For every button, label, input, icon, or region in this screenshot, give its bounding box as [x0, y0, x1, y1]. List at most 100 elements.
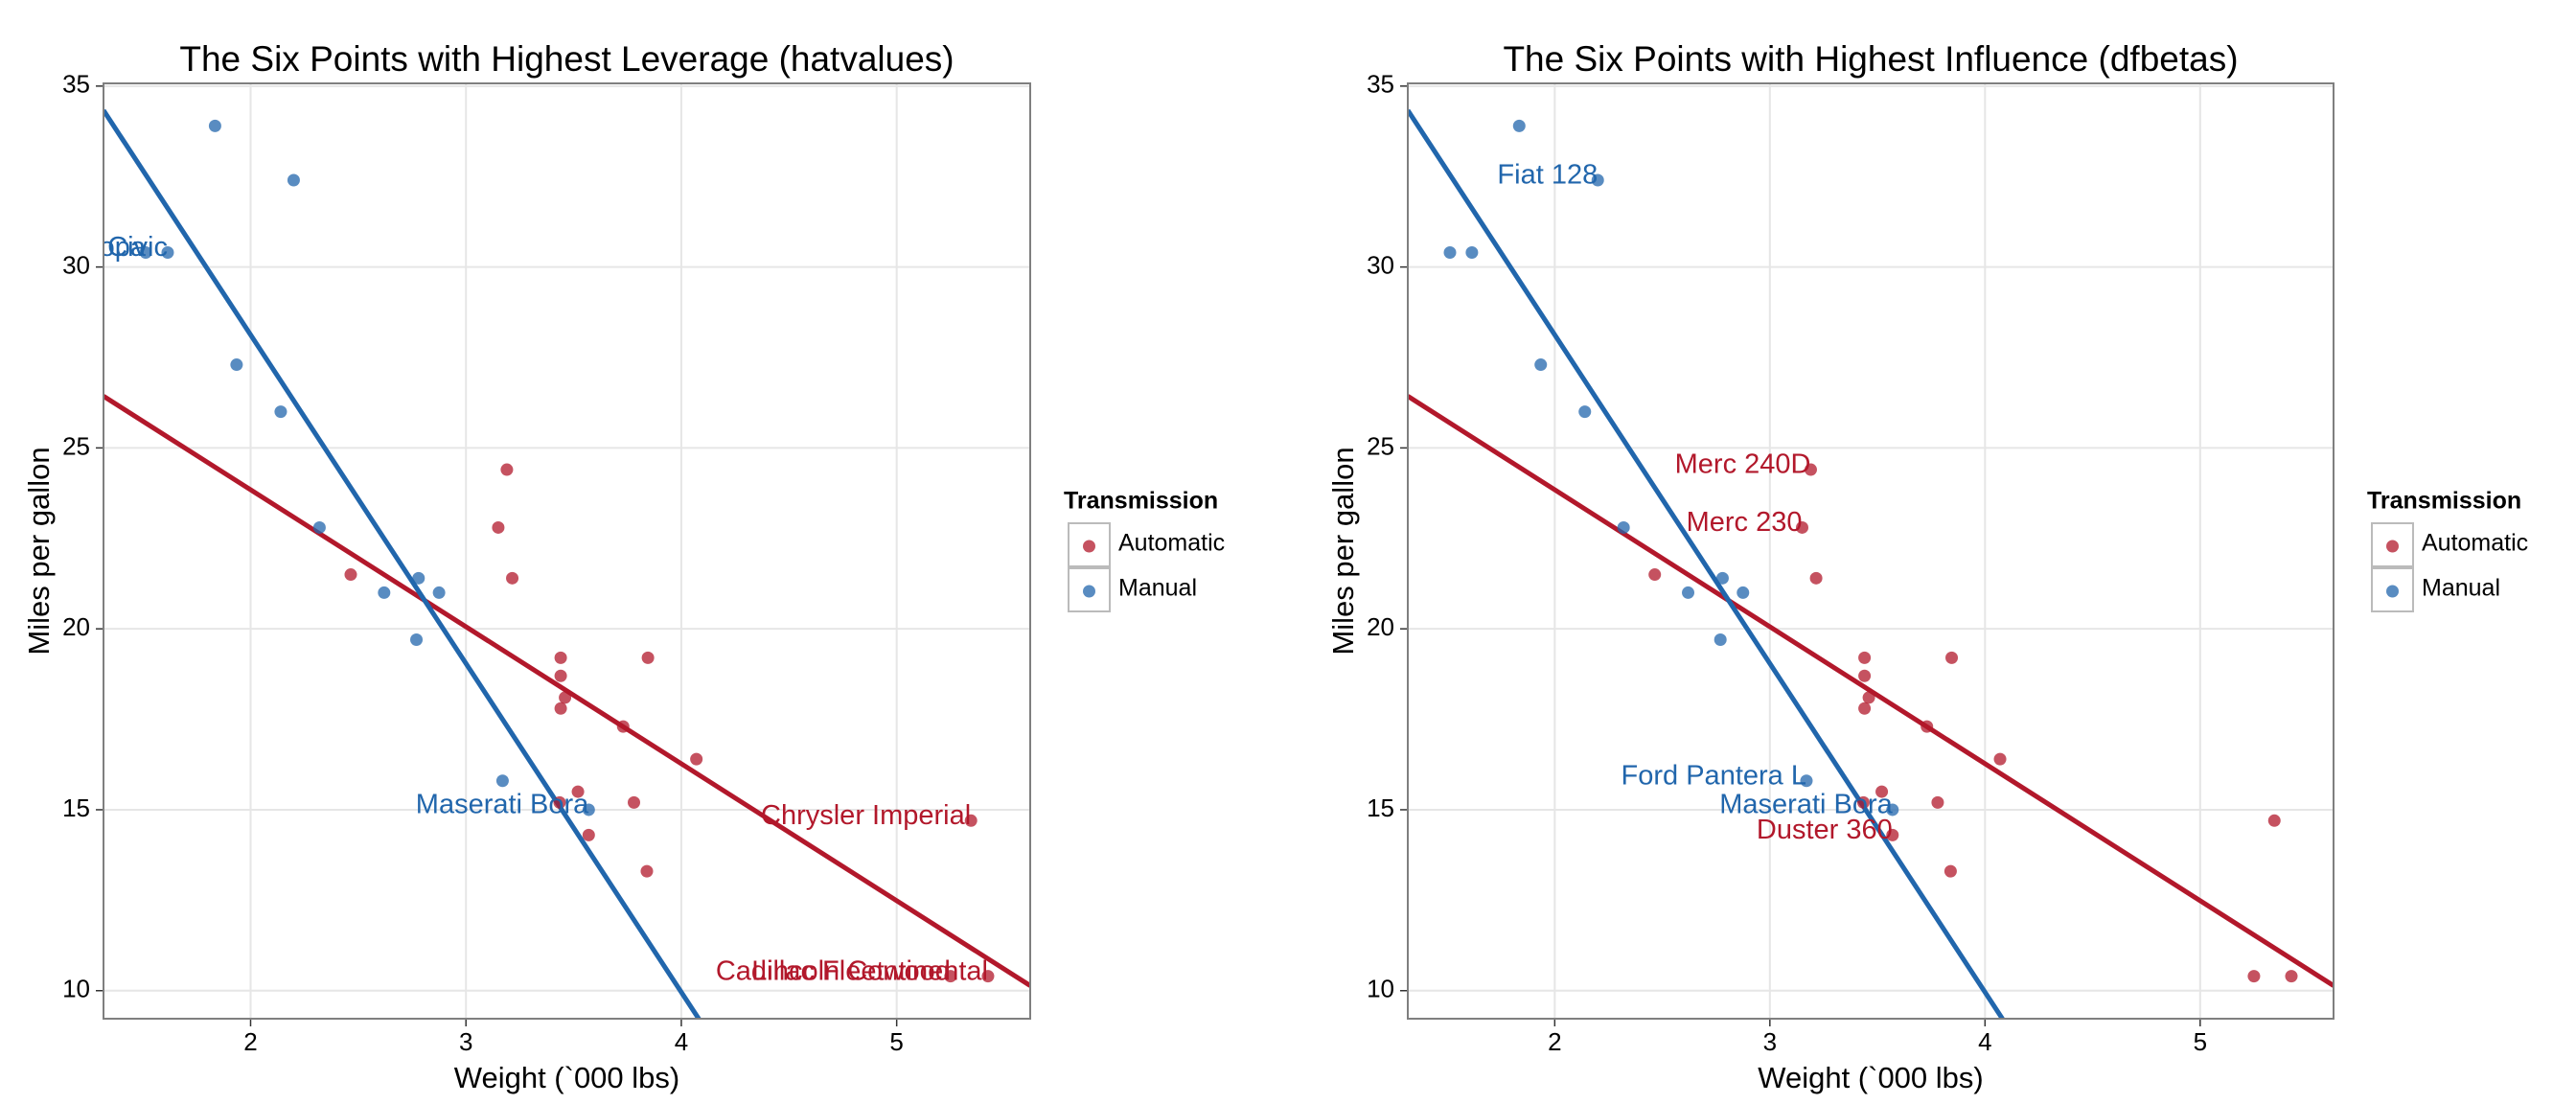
point	[1886, 803, 1899, 816]
point	[287, 173, 300, 187]
plot-area: Merc 240D Merc 230 Duster 360 Fiat 128 Ford …	[1408, 108, 2334, 1019]
point	[1920, 720, 1934, 733]
point	[1617, 520, 1630, 534]
panel	[104, 83, 1030, 1019]
point	[378, 586, 391, 599]
point-label: Merc 240D	[1675, 449, 1811, 480]
point	[1945, 651, 1959, 664]
point	[1858, 651, 1872, 664]
legend-label: Manual	[1118, 575, 1197, 602]
y-tick-label: 20	[1367, 612, 1394, 641]
point-label: Maserati Bora	[1719, 790, 1893, 820]
legend-symbol	[1083, 540, 1095, 553]
point	[161, 246, 174, 260]
point	[1944, 864, 1957, 878]
plot-area: Chrysler Imperial Cadillac FleetwoodLinco…	[0, 108, 1030, 1019]
legend-title: Transmission	[1064, 488, 1218, 515]
point	[1648, 568, 1662, 582]
point-label: Honda Civic	[18, 232, 168, 263]
point	[571, 785, 585, 798]
legend-symbol	[1083, 585, 1095, 598]
trend-line	[1408, 108, 2006, 1019]
point-label: Lincoln Continental	[751, 955, 988, 986]
chart: 10 15 20 25 30 35 2 3 4 5 Merc 240D Merc 230 Duster …	[1326, 39, 2528, 1094]
point	[432, 586, 446, 599]
legend-key	[2371, 567, 2414, 612]
point	[506, 571, 519, 585]
y-tick-label: 25	[62, 431, 90, 460]
point	[1993, 752, 2007, 766]
point	[628, 795, 641, 809]
x-tick-label: 3	[459, 1027, 472, 1056]
point	[208, 119, 221, 132]
point	[582, 803, 595, 816]
x-tick-label: 5	[2194, 1027, 2207, 1056]
x-axis-label: Weight (`000 lbs)	[454, 1061, 679, 1094]
point	[554, 702, 567, 715]
point	[139, 246, 152, 260]
point-label: Maserati Bora	[416, 790, 589, 820]
point	[2247, 970, 2261, 983]
trend-line	[1408, 394, 2334, 988]
point	[410, 633, 424, 647]
y-tick-label: 30	[62, 250, 90, 279]
point	[559, 691, 572, 704]
x-tick-label: 4	[675, 1027, 688, 1056]
point	[582, 828, 595, 841]
point	[412, 571, 426, 585]
trend-line	[104, 108, 702, 1019]
y-tick-label: 15	[62, 794, 90, 822]
y-tick-label: 20	[62, 612, 90, 641]
y-tick-label: 35	[1367, 70, 1394, 99]
point-label: Lotus Europa	[0, 232, 147, 263]
point	[1862, 691, 1875, 704]
point	[1804, 463, 1817, 476]
point	[553, 795, 566, 809]
y-axis-label: Miles per gallon	[22, 447, 56, 655]
panel-border	[1407, 82, 2334, 1020]
point	[500, 463, 514, 476]
legend-title: Transmission	[2367, 488, 2521, 515]
legend-symbol	[2386, 585, 2399, 598]
point	[1512, 119, 1526, 132]
point	[944, 970, 957, 983]
point	[1714, 633, 1727, 647]
point	[492, 520, 505, 534]
point	[1465, 246, 1479, 260]
point	[964, 814, 978, 827]
point	[312, 520, 326, 534]
point	[981, 970, 995, 983]
point-label: Cadillac Fleetwood	[716, 955, 951, 986]
point	[554, 669, 567, 682]
panel	[1408, 83, 2334, 1019]
y-axis-label: Miles per gallon	[1326, 447, 1360, 655]
point-label: Fiat 128	[1497, 160, 1598, 191]
point	[2267, 814, 2281, 827]
point	[495, 774, 509, 788]
point	[1858, 702, 1872, 715]
point	[554, 651, 567, 664]
point	[1715, 571, 1729, 585]
point	[1856, 795, 1870, 809]
point	[1809, 571, 1823, 585]
x-axis-label: Weight (`000 lbs)	[1758, 1061, 1983, 1094]
point	[1931, 795, 1944, 809]
y-tick-label: 10	[62, 975, 90, 1003]
point	[616, 720, 630, 733]
point-label: Duster 360	[1757, 815, 1893, 845]
y-tick-label: 10	[1367, 975, 1394, 1003]
point	[230, 358, 243, 372]
point-label: Merc 230	[1687, 507, 1803, 538]
point	[1795, 520, 1808, 534]
point	[1682, 586, 1695, 599]
y-tick-label: 15	[1367, 794, 1394, 822]
point	[1591, 173, 1604, 187]
y-tick-label: 35	[62, 70, 90, 99]
x-tick-label: 2	[1548, 1027, 1561, 1056]
point	[1800, 774, 1813, 788]
point	[1875, 785, 1889, 798]
y-tick-label: 30	[1367, 250, 1394, 279]
point	[1443, 246, 1457, 260]
panel-border	[103, 82, 1031, 1020]
